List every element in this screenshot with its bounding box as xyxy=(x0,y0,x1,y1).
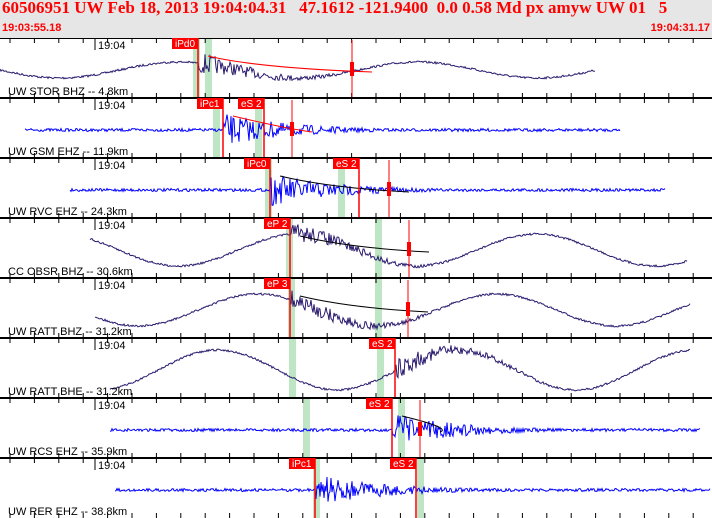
seismogram-panels[interactable]: 19:04 UW STOR BHZ -- 4.8km iPd0 19:04 UW GSM… xyxy=(0,38,712,518)
amplitude-marker xyxy=(407,242,411,256)
station-label: UW RVC EHZ -- 24.3km xyxy=(8,206,127,218)
pick-label: eS 2 xyxy=(393,459,414,470)
pick-window xyxy=(288,278,295,338)
trace-panel[interactable]: 19:04 UW GSM EHZ -- 11.9km iPc1 eS 2 xyxy=(0,97,712,158)
waveform xyxy=(24,114,621,143)
time-label: 19:04 xyxy=(98,160,126,172)
trace-panel[interactable]: 19:04 CC OBSR BHZ -- 30.6km eP 2 xyxy=(0,217,712,278)
phase-pick[interactable]: iPc0 xyxy=(244,158,271,218)
pick-label: eS 2 xyxy=(369,399,390,410)
end-time: 19:04:31.17 xyxy=(650,22,710,34)
time-label: 19:04 xyxy=(98,460,126,472)
coda-curve xyxy=(299,235,430,253)
event-header: 60506951 UW Feb 18, 2013 19:04:04.31 47.… xyxy=(0,0,712,38)
pick-window xyxy=(377,338,384,398)
phase-pick[interactable]: eS 2 xyxy=(333,158,360,218)
station-label: CC OBSR BHZ -- 30.6km xyxy=(8,266,133,278)
coda-curve xyxy=(401,415,443,433)
coda-curve xyxy=(232,115,313,133)
waveform xyxy=(109,345,691,392)
pick-label: iPc1 xyxy=(200,99,220,110)
trace-panel[interactable]: 19:04 UW RVC EHZ -- 24.3km iPc0 eS 2 xyxy=(0,157,712,218)
time-label: 19:04 xyxy=(98,400,126,412)
station-label: UW STOR BHZ -- 4.8km xyxy=(8,86,128,98)
pick-label: eS 2 xyxy=(372,339,393,350)
phase-pick[interactable]: eS 2 xyxy=(390,458,417,518)
amplitude-marker xyxy=(387,182,391,196)
pick-window xyxy=(417,458,424,518)
pick-window xyxy=(205,38,212,98)
waveform xyxy=(69,175,666,206)
start-time: 19:03:55.18 xyxy=(2,22,62,34)
event-title: 60506951 UW Feb 18, 2013 19:04:04.31 47.… xyxy=(2,0,668,17)
trace-panel[interactable]: 19:04 UW RCS EHZ -- 35.9km eS 2 xyxy=(0,397,712,458)
coda-curve xyxy=(279,175,410,193)
trace-panel[interactable]: 19:04 UW RER EHZ -- 38.8km iPc1 eS 2 xyxy=(0,457,712,518)
time-label: 19:04 xyxy=(98,100,126,112)
phase-pick[interactable]: iPd0 xyxy=(172,38,199,98)
pick-label: iPc1 xyxy=(292,459,312,470)
trace-panel[interactable]: 19:04 UW RATT BHZ -- 31.2km eP 3 xyxy=(0,277,712,338)
time-label: 19:04 xyxy=(98,280,126,292)
pick-window xyxy=(213,98,220,158)
station-label: UW GSM EHZ -- 11.9km xyxy=(8,146,128,158)
phase-pick[interactable]: eP 3 xyxy=(264,278,291,338)
phase-pick[interactable]: iPc1 xyxy=(289,458,316,518)
phase-pick[interactable]: eS 2 xyxy=(369,338,396,398)
pick-label: iPc0 xyxy=(247,159,267,170)
waveform xyxy=(95,290,691,331)
coda-curve xyxy=(299,295,429,313)
waveform xyxy=(114,476,711,502)
station-label: UW RATT BHE -- 31.2km xyxy=(8,386,132,398)
pick-window xyxy=(398,398,405,458)
pick-window xyxy=(265,158,272,218)
phase-pick[interactable]: eP 2 xyxy=(264,218,291,278)
phase-pick[interactable]: eS 2 xyxy=(366,398,393,458)
time-label: 19:04 xyxy=(98,340,126,352)
time-label: 19:04 xyxy=(98,220,126,232)
phase-pick[interactable]: iPc1 xyxy=(197,98,224,158)
trace-panel[interactable]: 19:04 UW STOR BHZ -- 4.8km iPd0 xyxy=(0,38,712,98)
trace-panel[interactable]: 19:04 UW RATT BHE -- 31.2km eS 2 xyxy=(0,337,712,398)
pick-window xyxy=(193,38,200,98)
station-label: UW RCS EHZ -- 35.9km xyxy=(8,446,127,458)
pick-window xyxy=(289,338,296,398)
pick-window xyxy=(338,158,345,218)
amplitude-marker xyxy=(406,302,410,316)
pick-label: eS 2 xyxy=(241,99,262,110)
coda-curve xyxy=(207,55,373,73)
amplitude-marker xyxy=(350,62,354,76)
pick-label: eP 3 xyxy=(267,279,288,290)
station-label: UW RATT BHZ -- 31.2km xyxy=(8,326,132,338)
phase-pick[interactable]: eS 2 xyxy=(238,98,265,158)
amplitude-marker xyxy=(418,422,422,436)
pick-label: iPd0 xyxy=(175,39,195,50)
station-label: UW RER EHZ -- 38.8km xyxy=(8,506,127,518)
pick-label: eS 2 xyxy=(336,159,357,170)
pick-window xyxy=(303,398,310,458)
time-label: 19:04 xyxy=(98,40,126,52)
pick-label: eP 2 xyxy=(267,219,288,230)
waveform xyxy=(0,53,596,82)
amplitude-marker xyxy=(290,122,294,136)
waveform xyxy=(89,224,688,269)
